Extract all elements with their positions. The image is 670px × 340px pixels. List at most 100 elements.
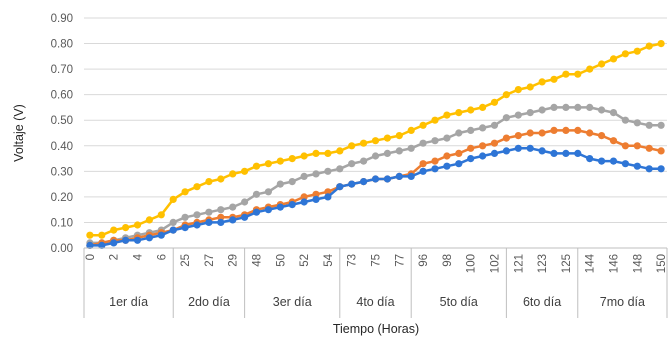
data-point <box>586 65 594 73</box>
data-point <box>110 239 118 247</box>
data-point <box>467 155 475 163</box>
data-point <box>586 129 594 137</box>
data-point <box>633 119 641 127</box>
data-point <box>86 241 94 249</box>
data-point <box>312 190 320 198</box>
data-point <box>574 126 582 134</box>
data-point <box>502 91 510 99</box>
data-point <box>455 149 463 157</box>
data-point <box>383 134 391 142</box>
data-point <box>169 218 177 226</box>
data-point <box>205 218 213 226</box>
data-point <box>467 106 475 114</box>
data-point <box>336 165 344 173</box>
data-point <box>443 152 451 160</box>
data-point <box>574 149 582 157</box>
data-point <box>395 172 403 180</box>
data-point <box>252 208 261 216</box>
y-tick-label: 0.90 <box>51 13 73 25</box>
data-point <box>419 160 427 168</box>
x-tick-label: 123 <box>537 254 549 273</box>
x-tick-label: 77 <box>394 254 406 267</box>
x-tick-label: 73 <box>347 254 359 267</box>
data-point <box>490 98 499 106</box>
x-tick-label: 75 <box>371 254 383 267</box>
data-point <box>193 183 201 191</box>
data-point <box>562 126 570 134</box>
data-point <box>205 208 213 216</box>
data-point <box>336 147 344 155</box>
x-tick-label: 25 <box>180 254 192 267</box>
data-point <box>514 86 522 94</box>
x-tick-label: 144 <box>585 253 597 273</box>
data-point <box>502 134 510 142</box>
x-tick-label: 2 <box>109 254 121 260</box>
data-point <box>360 178 368 186</box>
data-point <box>252 162 261 170</box>
data-point <box>490 149 499 157</box>
data-point <box>574 70 582 78</box>
day-group-label: 3er día <box>273 295 312 309</box>
data-point <box>550 126 558 134</box>
data-point <box>110 226 118 234</box>
x-tick-label: 27 <box>204 254 216 267</box>
data-point <box>288 155 296 163</box>
data-point <box>241 198 249 206</box>
data-point <box>621 160 630 168</box>
data-point <box>383 175 391 183</box>
data-point <box>395 147 403 155</box>
data-point <box>645 42 653 50</box>
series-4 <box>86 144 665 249</box>
x-tick-label: 29 <box>228 254 240 267</box>
x-tick-label: 148 <box>632 254 644 273</box>
data-point <box>514 144 522 152</box>
data-point <box>324 193 332 201</box>
data-point <box>598 60 606 68</box>
data-point <box>479 124 487 132</box>
data-point <box>586 103 594 111</box>
data-point <box>633 47 641 55</box>
data-point <box>443 134 451 142</box>
data-point <box>300 152 308 160</box>
y-tick-labels: 0.00 0.10 0.20 0.30 0.40 0.50 0.60 0.70 0.80 0.90 <box>51 13 73 255</box>
data-point <box>490 121 499 129</box>
data-point <box>360 139 368 147</box>
data-point <box>490 139 499 147</box>
data-point <box>371 137 380 145</box>
data-point <box>455 109 463 117</box>
data-point <box>276 180 284 188</box>
day-group-label: 7mo día <box>600 295 645 309</box>
data-point <box>455 129 463 137</box>
data-point <box>609 109 618 117</box>
data-point <box>609 137 618 145</box>
y-tick-label: 0.30 <box>51 166 73 178</box>
data-point <box>300 193 308 201</box>
data-point <box>502 114 510 122</box>
data-point <box>538 78 546 86</box>
y-tick-label: 0.50 <box>51 115 73 127</box>
data-point <box>288 178 296 186</box>
data-point <box>229 170 237 178</box>
data-point <box>645 165 653 173</box>
y-axis-title: Voltaje (V) <box>12 104 26 162</box>
x-tick-label: 50 <box>275 254 287 267</box>
data-point <box>252 190 261 198</box>
data-point <box>157 231 165 239</box>
data-point <box>419 121 427 129</box>
data-point <box>538 129 546 137</box>
data-point <box>526 83 534 91</box>
x-tick-label: 6 <box>156 254 168 260</box>
day-group-label: 4to día <box>356 295 394 309</box>
data-point <box>550 75 558 83</box>
data-point <box>86 231 94 239</box>
x-tick-label: 102 <box>489 254 501 273</box>
x-tick-labels: 0 2 4 6 25 27 29 48 50 52 54 73 75 77 96 98 100 102 121 123… <box>85 253 668 273</box>
data-point <box>419 167 427 175</box>
data-point <box>455 160 463 168</box>
data-point <box>193 221 201 229</box>
day-group-label: 2do día <box>188 295 230 309</box>
data-point <box>431 137 439 145</box>
data-point <box>633 142 641 150</box>
data-point <box>407 144 415 152</box>
